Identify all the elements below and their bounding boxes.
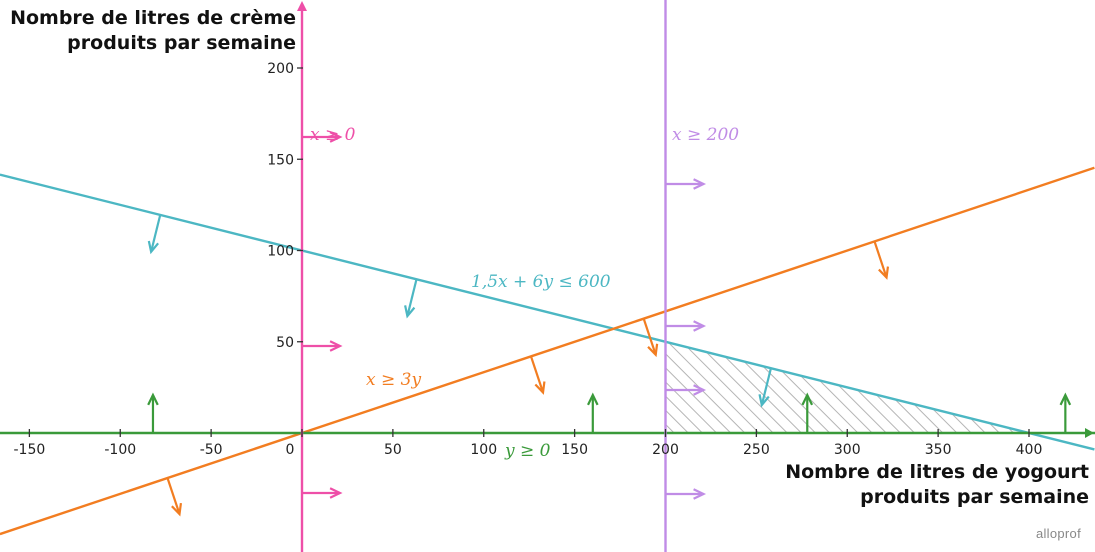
arrow-y-nonneg-2 <box>801 392 814 433</box>
x-tick-label-3: 0 <box>286 442 295 458</box>
arrow-budget-2 <box>758 367 772 408</box>
arrow-x-nonneg-2 <box>302 487 343 499</box>
y-axis-title-line2: produits par semaine <box>67 32 296 54</box>
arrow-ratio-1 <box>529 356 546 395</box>
arrow-y-nonneg-3 <box>1059 392 1072 433</box>
x-tick-label-4: 50 <box>384 442 402 458</box>
arrow-budget-0 <box>147 214 162 255</box>
constraint-line-budget <box>0 173 1095 451</box>
arrow-x-200-3 <box>665 488 707 500</box>
x-tick-label-2: -50 <box>200 442 223 458</box>
x-axis-title-line1: Nombre de litres de yogourt <box>785 461 1089 483</box>
y-axis-title-line1: Nombre de litres de crème <box>10 7 296 29</box>
y-tick-label-0: 50 <box>276 335 294 351</box>
arrow-x-200-0 <box>665 178 707 190</box>
y-axis-title: Nombre de litres de crème produits par s… <box>0 6 296 56</box>
arrow-y-nonneg-1 <box>587 392 599 433</box>
arrow-ratio-0 <box>166 477 183 517</box>
arrow-ratio-2 <box>642 318 659 358</box>
arrow-x-nonneg-0 <box>302 131 343 143</box>
label-y-nonneg: y ≥ 0 <box>504 441 551 461</box>
arrow-budget-1 <box>404 278 418 319</box>
y-tick-label-3: 200 <box>267 61 294 77</box>
arrow-y-nonneg-0 <box>147 392 159 433</box>
label-x-nonneg: x ≥ 0 <box>310 125 356 145</box>
y-tick-label-1: 100 <box>267 244 294 260</box>
arrow-x-200-2 <box>665 384 707 396</box>
alloprof-logo: alloprof <box>1035 526 1081 541</box>
x-tick-label-8: 250 <box>743 442 770 458</box>
label-budget: 1,5x + 6y ≤ 600 <box>471 272 611 292</box>
x-tick-label-10: 350 <box>925 442 952 458</box>
arrow-x-200-1 <box>665 320 707 332</box>
constraint-line-ratio <box>0 166 1095 536</box>
x-tick-label-5: 100 <box>470 442 497 458</box>
x-tick-label-1: -100 <box>104 442 136 458</box>
arrow-x-nonneg-1 <box>302 340 343 352</box>
arrow-ratio-3 <box>873 241 890 280</box>
label-x-200: x ≥ 200 <box>672 125 739 145</box>
x-tick-label-11: 400 <box>1016 442 1043 458</box>
x-axis-title-line2: produits par semaine <box>860 486 1089 508</box>
x-axis-title: Nombre de litres de yogourt produits par… <box>669 460 1089 510</box>
label-ratio: x ≥ 3y <box>366 370 421 390</box>
y-tick-label-2: 150 <box>267 152 294 168</box>
x-tick-label-9: 300 <box>834 442 861 458</box>
x-tick-label-6: 150 <box>561 442 588 458</box>
x-tick-label-7: 200 <box>652 442 679 458</box>
x-tick-label-0: -150 <box>13 442 45 458</box>
